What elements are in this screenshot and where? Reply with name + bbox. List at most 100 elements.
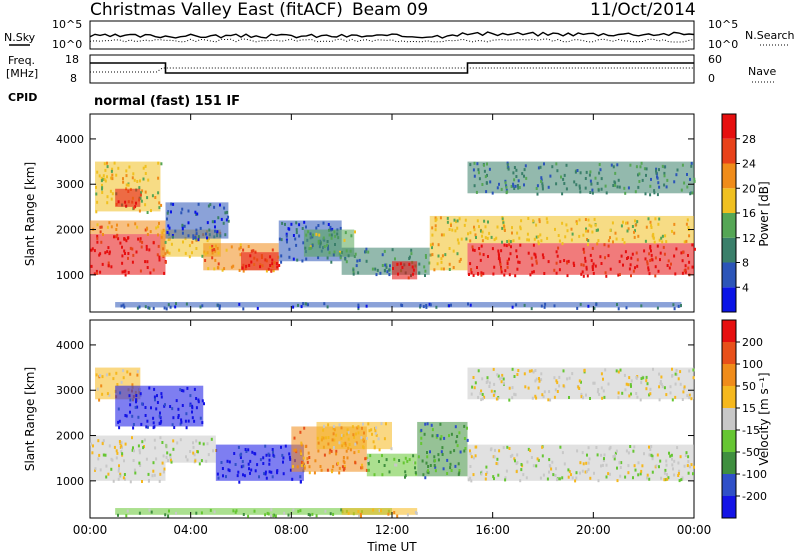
data-cell <box>458 469 461 472</box>
data-cell <box>238 302 241 306</box>
data-cell <box>659 381 662 385</box>
data-cell <box>630 392 632 396</box>
data-cell <box>241 266 244 270</box>
data-cell <box>214 249 217 253</box>
data-cell <box>427 469 429 473</box>
data-cell <box>514 274 517 278</box>
data-cell <box>435 305 438 309</box>
data-cell <box>600 187 603 191</box>
data-cell <box>492 393 495 397</box>
data-cell <box>585 170 588 174</box>
data-cell <box>675 173 678 177</box>
data-cell <box>300 452 303 456</box>
data-cell <box>217 476 220 480</box>
data-cell <box>166 231 169 234</box>
data-cell <box>649 184 652 188</box>
data-cell <box>117 237 120 241</box>
data-cell <box>491 191 494 195</box>
data-cell <box>158 479 161 483</box>
data-cell <box>664 468 667 472</box>
data-cell <box>437 453 440 457</box>
data-cell <box>390 447 393 451</box>
data-cell <box>465 237 468 241</box>
data-cell <box>480 472 483 476</box>
data-cell <box>344 231 347 235</box>
data-cell <box>683 240 686 244</box>
data-cell <box>464 218 467 222</box>
data-cell <box>118 419 121 423</box>
data-cell <box>146 266 149 269</box>
data-cell <box>423 265 426 269</box>
data-cell <box>690 463 693 467</box>
data-cell <box>209 508 212 512</box>
data-cell <box>361 463 363 467</box>
data-cell <box>134 471 137 475</box>
data-cell <box>141 189 144 193</box>
data-cell <box>592 271 595 275</box>
data-cell <box>250 249 253 253</box>
data-cell <box>689 177 691 181</box>
data-cell <box>573 180 576 184</box>
data-cell <box>160 392 163 396</box>
data-cell <box>588 173 591 177</box>
data-cell <box>518 236 521 240</box>
data-cell <box>677 461 680 465</box>
data-cell <box>458 471 461 475</box>
data-cell <box>152 241 155 245</box>
data-cell <box>555 271 558 275</box>
data-cell <box>340 508 343 512</box>
data-cell <box>251 450 254 454</box>
data-cell <box>239 456 242 459</box>
data-cell <box>153 395 156 399</box>
data-cell <box>655 464 658 468</box>
data-cell <box>458 259 461 263</box>
data-cell <box>150 406 152 410</box>
data-cell <box>141 480 143 483</box>
data-cell <box>629 163 632 167</box>
data-cell <box>362 422 364 426</box>
data-cell <box>359 512 362 516</box>
data-cell <box>579 471 581 475</box>
data-cell <box>456 435 459 438</box>
data-cell <box>104 453 107 457</box>
data-cell <box>513 187 516 190</box>
data-cell <box>504 181 507 185</box>
data-cell <box>131 247 134 251</box>
data-cell <box>197 202 200 206</box>
data-cell <box>238 480 241 484</box>
data-cell <box>581 451 584 455</box>
data-cell <box>592 262 595 266</box>
data-cell <box>582 263 585 267</box>
data-cell <box>646 260 649 264</box>
data-cell <box>527 251 530 255</box>
data-cell <box>254 469 257 473</box>
data-cell <box>454 229 457 233</box>
data-cell <box>585 461 588 465</box>
data-cell <box>674 382 677 386</box>
data-cell <box>425 255 427 259</box>
data-cell <box>630 384 632 388</box>
data-cell <box>104 179 107 183</box>
data-cell <box>309 246 312 250</box>
data-cell <box>470 271 473 275</box>
data-cell <box>671 463 674 467</box>
data-cell <box>330 449 333 453</box>
data-cell <box>575 220 578 224</box>
data-cell <box>477 168 480 172</box>
colorbar-tick-label: 200 <box>742 336 763 349</box>
data-cell <box>177 414 180 417</box>
data-cell <box>265 453 268 457</box>
data-cell <box>663 165 666 169</box>
data-cell <box>506 240 509 243</box>
data-cell <box>641 178 644 182</box>
velocity-colorbar-label: Velocity [m s⁻¹] <box>757 372 771 465</box>
data-cell <box>351 425 354 429</box>
data-cell <box>381 253 384 257</box>
data-cell <box>354 442 357 446</box>
data-cell <box>645 167 648 171</box>
data-cell <box>617 391 620 395</box>
data-cell <box>614 171 617 175</box>
data-cell <box>132 253 135 257</box>
data-cell <box>597 228 599 232</box>
data-cell <box>345 249 348 253</box>
